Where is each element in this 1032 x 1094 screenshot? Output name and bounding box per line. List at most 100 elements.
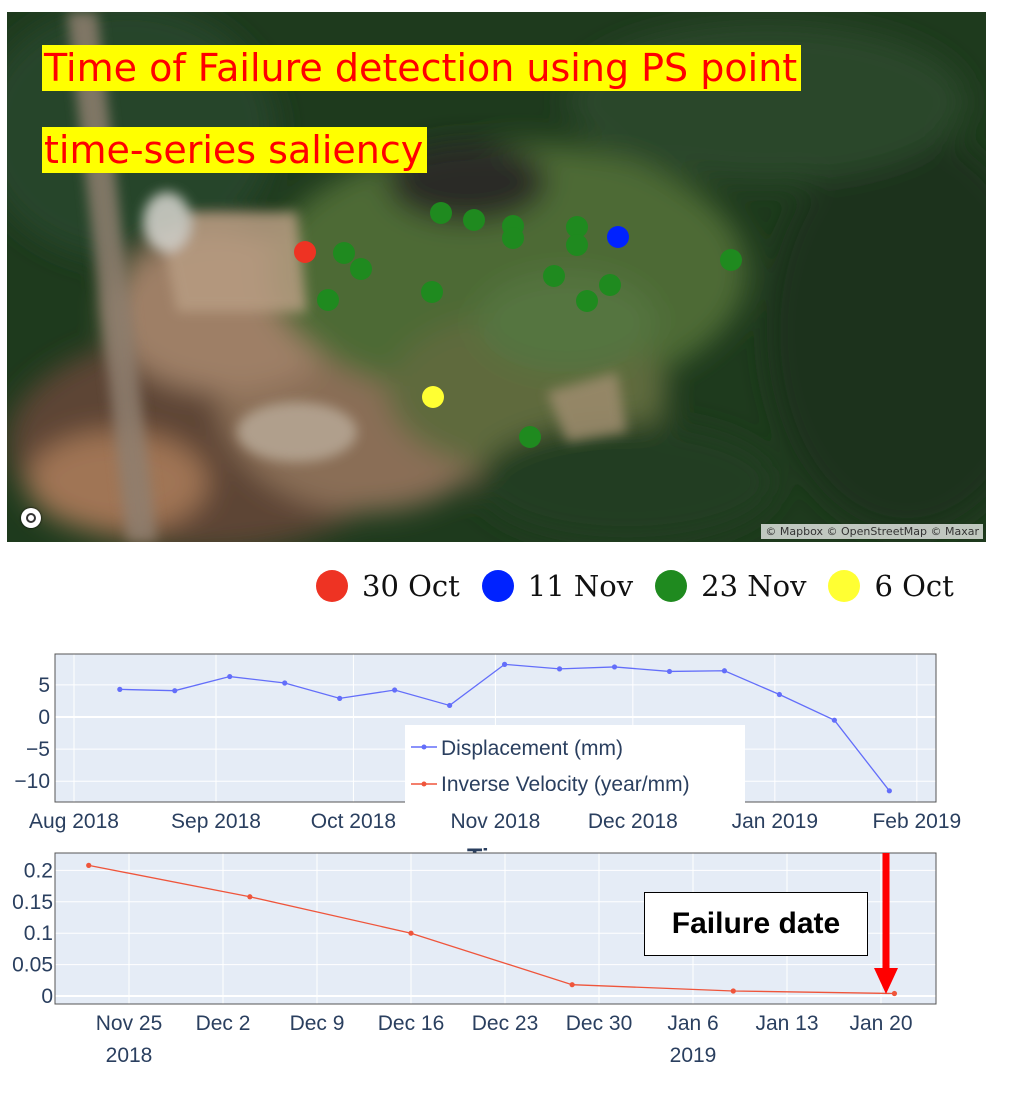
- mapbox-logo-icon[interactable]: [21, 508, 41, 528]
- ps-point[interactable]: [566, 216, 588, 238]
- inverse-velocity-point: [247, 894, 253, 900]
- legend-dot-icon: [316, 570, 348, 602]
- displacement-y-ticks: 5 0 −5 −10: [14, 674, 50, 793]
- ps-point[interactable]: [422, 386, 444, 408]
- map-title-line-2: time-series saliency: [42, 127, 428, 173]
- x-tick-label: Jan 6 2019: [667, 1012, 718, 1067]
- map-legend: 30 Oct 11 Nov 23 Nov 6 Oct: [316, 566, 976, 606]
- y-tick-label: −5: [26, 738, 50, 761]
- ps-point[interactable]: [317, 289, 339, 311]
- inverse-velocity-point: [86, 862, 92, 868]
- inverse-velocity-point: [569, 982, 575, 988]
- inverse-velocity-x-ticks: Nov 25 2018 Dec 2 Dec 9 Dec 16 Dec 23 Dec 30 Ja…: [96, 1012, 913, 1067]
- x-tick-label: Nov 25 2018: [96, 1012, 163, 1067]
- ps-point[interactable]: [463, 209, 485, 231]
- displacement-point: [886, 788, 892, 794]
- displacement-point: [556, 666, 563, 672]
- legend-label: 23 Nov: [701, 569, 807, 603]
- ps-points-layer: [294, 202, 742, 448]
- y-tick-label: 0.05: [12, 954, 53, 977]
- ps-point[interactable]: [294, 241, 316, 263]
- y-tick-label: −10: [14, 770, 50, 793]
- x-tick-label: Dec 9: [290, 1012, 345, 1035]
- time-series-charts: 5 0 −5 −10 Aug 2018 Sep 2018 Oct 2018 Nov 2018…: [12, 653, 961, 1067]
- displacement-point: [282, 680, 288, 686]
- failure-arrow-icon: [874, 853, 898, 994]
- ps-point[interactable]: [576, 290, 598, 312]
- y-tick-label: 0: [41, 985, 53, 1008]
- x-tick-label: Sep 2018: [171, 810, 261, 833]
- x-tick-label: Jan 13: [755, 1012, 818, 1035]
- ps-point[interactable]: [430, 202, 452, 224]
- chart-legend: Displacement (mm) Inverse Velocity (year…: [405, 725, 745, 803]
- displacement-point: [227, 673, 233, 680]
- x-tick-label: Nov 2018: [450, 810, 540, 833]
- inverse-velocity-point: [891, 990, 898, 997]
- displacement-point: [611, 664, 618, 670]
- x-tick-label: Feb 2019: [872, 810, 961, 833]
- displacement-point: [117, 686, 123, 692]
- inverse-velocity-point: [408, 930, 414, 936]
- y-tick-label: 0.15: [12, 891, 53, 914]
- y-tick-label: 0: [38, 706, 50, 729]
- chart-legend-box: [405, 725, 745, 803]
- ps-point[interactable]: [350, 258, 372, 280]
- displacement-x-ticks: Aug 2018 Sep 2018 Oct 2018 Nov 2018 Dec 2018…: [29, 810, 961, 833]
- x-tick-label: Dec 16: [378, 1012, 445, 1035]
- ps-point[interactable]: [599, 274, 621, 296]
- map-title-line-1: Time of Failure detection using PS point: [42, 45, 802, 91]
- legend-marker-icon: [421, 781, 427, 787]
- legend-item-30-oct: 30 Oct: [316, 569, 460, 603]
- x-tick-label: Dec 2018: [588, 810, 678, 833]
- legend-item-11-nov: 11 Nov: [481, 569, 634, 603]
- x-tick-label: Jan 20: [849, 1012, 912, 1035]
- ps-point[interactable]: [502, 227, 524, 249]
- legend-item-23-nov: 23 Nov: [655, 569, 806, 603]
- legend-dot-icon: [655, 570, 688, 602]
- x-tick-label: Jan 2019: [732, 810, 818, 833]
- ps-point[interactable]: [421, 281, 443, 303]
- inverse-velocity-y-ticks: 0.2 0.15 0.1 0.05 0: [12, 859, 53, 1008]
- displacement-points: [117, 661, 892, 794]
- x-tick-label: Dec 2: [196, 1012, 251, 1035]
- legend-marker-icon: [421, 744, 427, 750]
- x-tick-label: Dec 23: [472, 1012, 539, 1035]
- inverse-velocity-points: [86, 862, 898, 997]
- legend-dot-icon: [828, 570, 861, 602]
- y-tick-label: 0.1: [24, 922, 53, 945]
- legend-label: 6 Oct: [874, 569, 954, 603]
- failure-date-annotation: Failure date: [644, 892, 868, 956]
- displacement-point: [831, 717, 837, 723]
- inverse-velocity-plot-frame: [54, 852, 937, 1005]
- ps-point[interactable]: [543, 265, 565, 287]
- legend-series-displacement: Displacement (mm): [441, 737, 623, 760]
- map-imagery: [7, 12, 986, 542]
- inverse-velocity-series-line: [88, 864, 895, 995]
- y-tick-label: 0.2: [24, 859, 53, 882]
- x-tick-label: Aug 2018: [29, 810, 119, 833]
- satellite-map[interactable]: © Mapbox © OpenStreetMap © Maxar: [7, 12, 986, 542]
- displacement-point: [666, 668, 673, 675]
- displacement-point: [776, 691, 783, 698]
- x-tick-label: Oct 2018: [311, 810, 396, 833]
- displacement-point: [337, 695, 343, 701]
- displacement-point: [172, 688, 178, 694]
- legend-label: 30 Oct: [362, 569, 460, 603]
- legend-label: 11 Nov: [527, 569, 634, 603]
- displacement-point: [447, 702, 453, 709]
- ps-point[interactable]: [607, 226, 629, 248]
- displacement-point: [501, 661, 508, 667]
- ps-point[interactable]: [333, 242, 355, 264]
- y-tick-label: 5: [38, 674, 50, 697]
- legend-item-6-oct: 6 Oct: [828, 569, 954, 603]
- displacement-point: [392, 687, 398, 693]
- legend-series-inverse-velocity: Inverse Velocity (year/mm): [441, 773, 690, 796]
- x-tick-label: Dec 30: [566, 1012, 633, 1035]
- map-attribution[interactable]: © Mapbox © OpenStreetMap © Maxar: [761, 524, 983, 539]
- inverse-velocity-point: [730, 988, 736, 994]
- ps-point[interactable]: [519, 426, 541, 448]
- ps-point[interactable]: [720, 249, 742, 271]
- ps-point[interactable]: [566, 234, 588, 256]
- displacement-point: [721, 668, 728, 674]
- legend-dot-icon: [481, 570, 514, 602]
